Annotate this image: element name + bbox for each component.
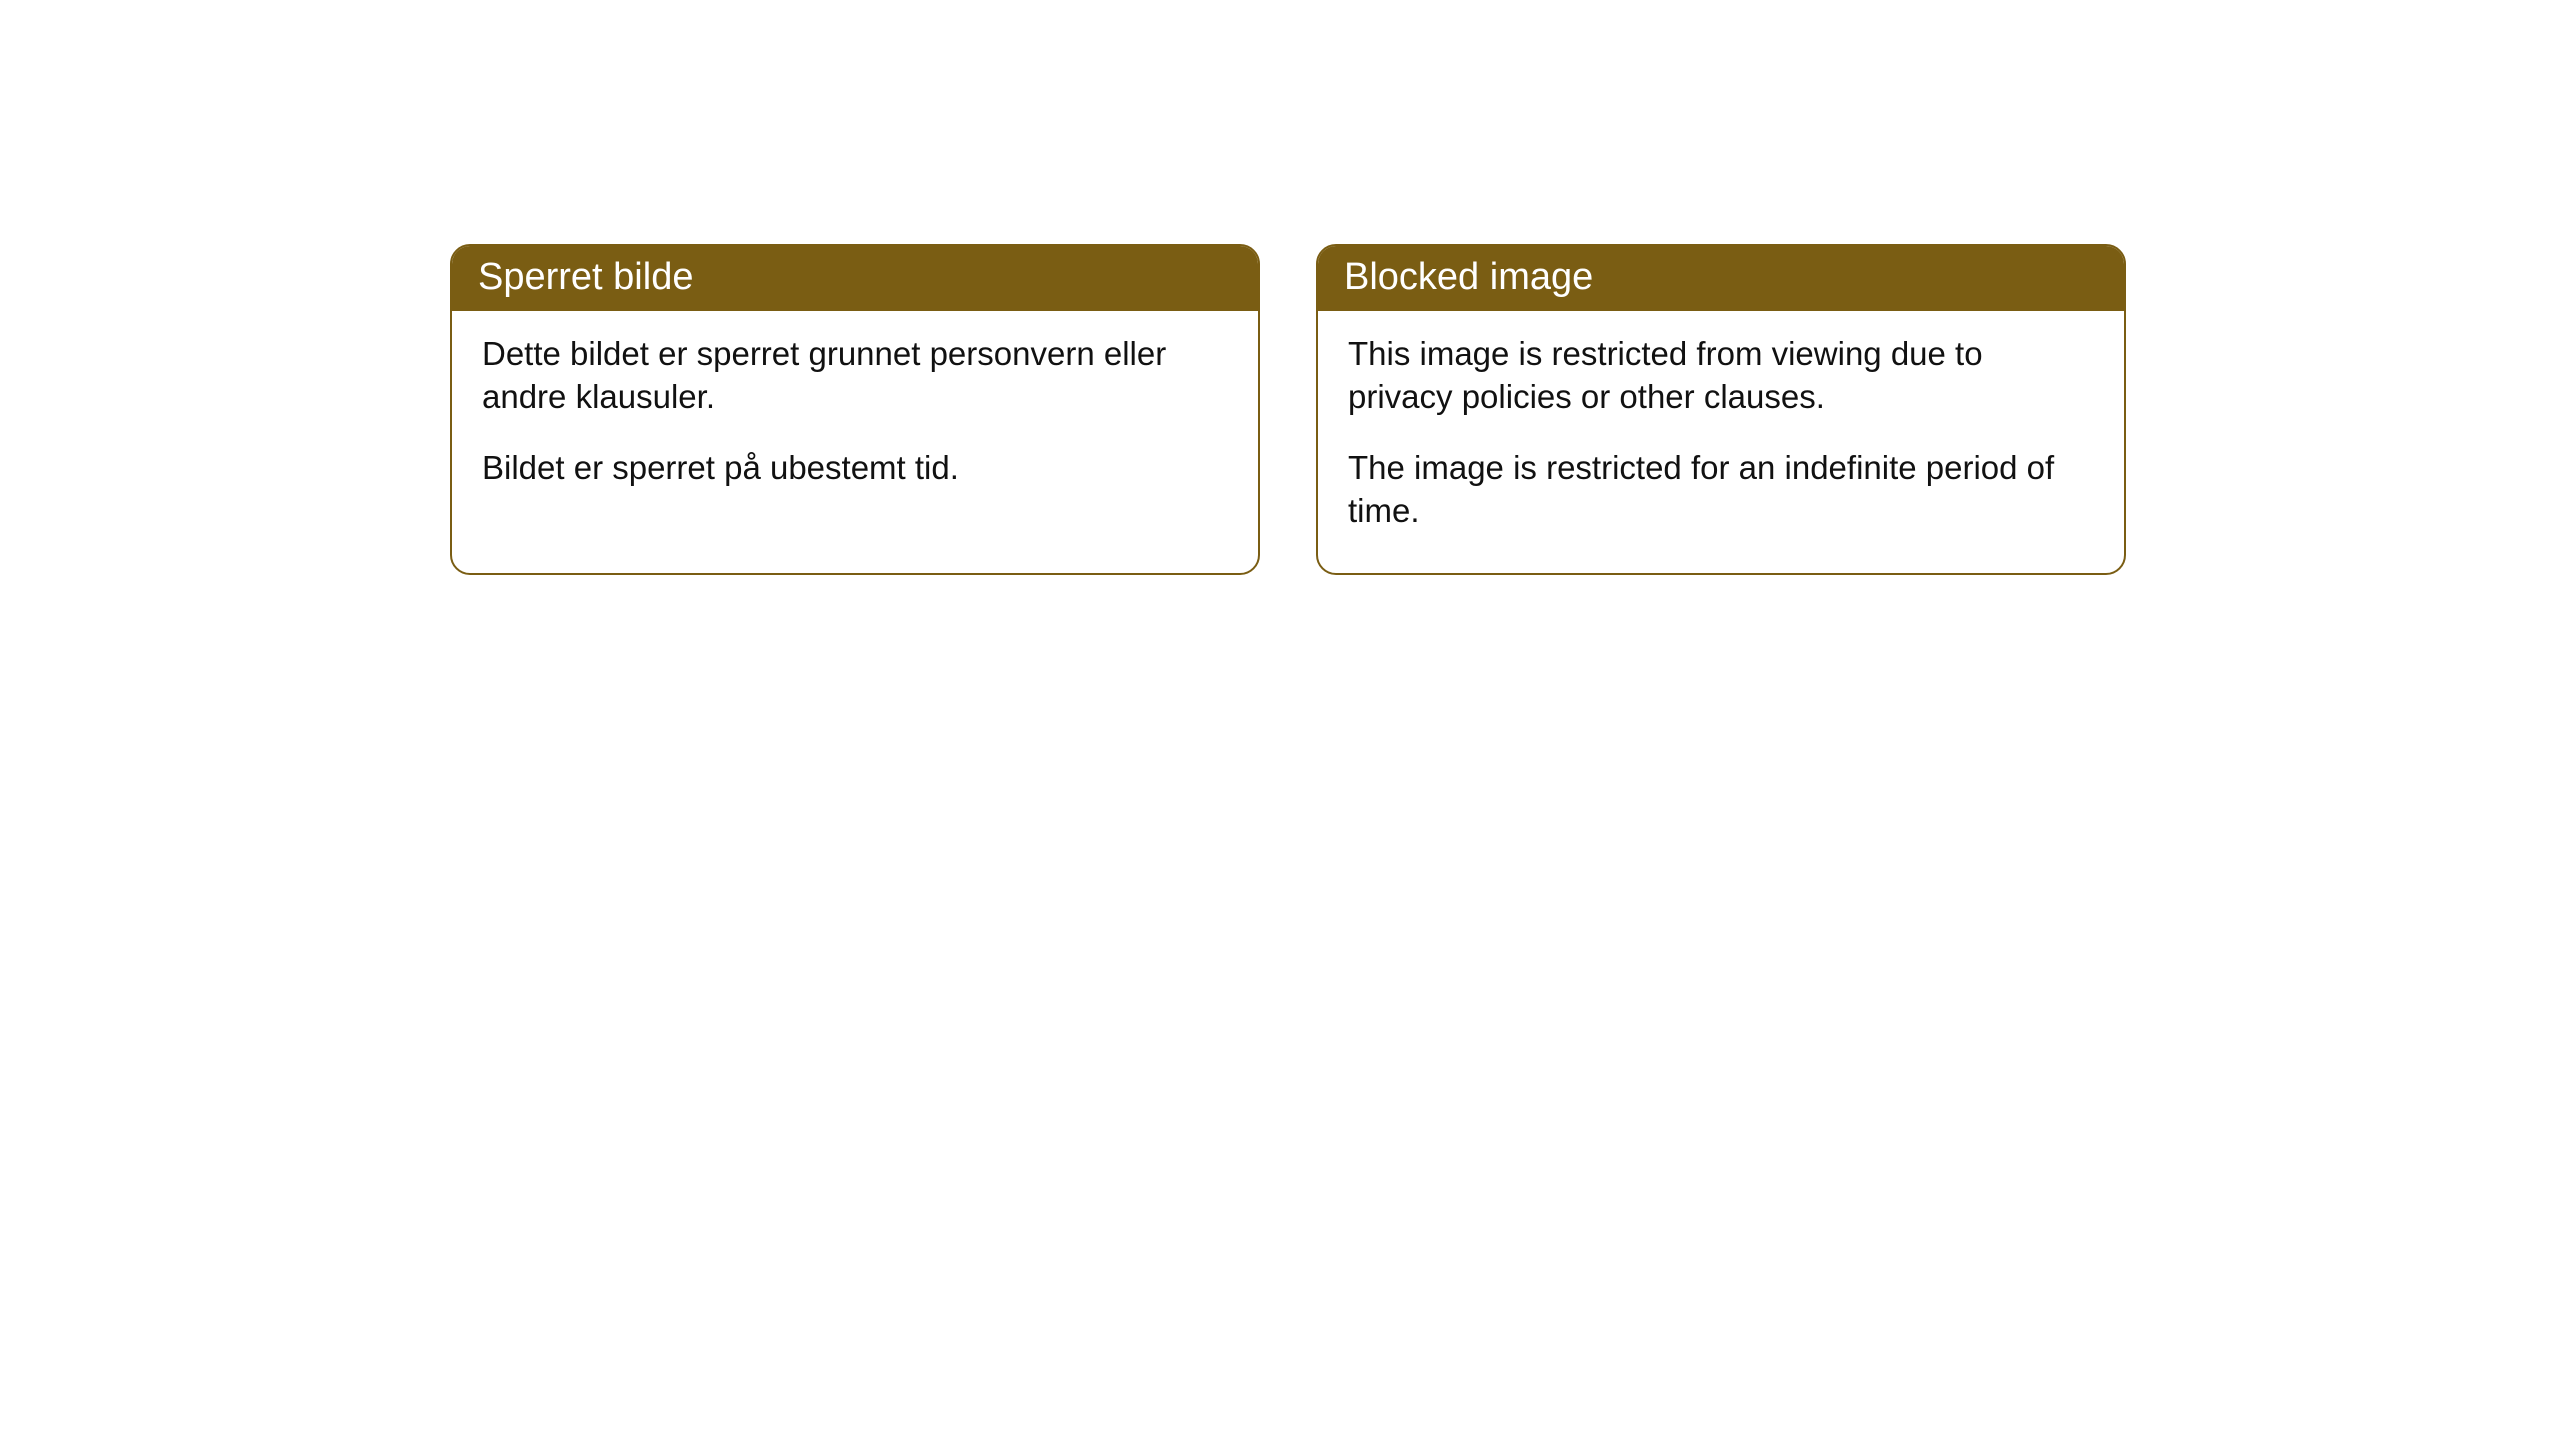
card-header: Sperret bilde [452, 246, 1258, 311]
card-body: Dette bildet er sperret grunnet personve… [452, 311, 1258, 530]
notice-card-norwegian: Sperret bilde Dette bildet er sperret gr… [450, 244, 1260, 575]
notice-text-2: Bildet er sperret på ubestemt tid. [482, 447, 1228, 490]
notice-text-1: This image is restricted from viewing du… [1348, 333, 2094, 419]
card-header: Blocked image [1318, 246, 2124, 311]
notice-text-1: Dette bildet er sperret grunnet personve… [482, 333, 1228, 419]
notice-card-english: Blocked image This image is restricted f… [1316, 244, 2126, 575]
notice-text-2: The image is restricted for an indefinit… [1348, 447, 2094, 533]
notice-cards-container: Sperret bilde Dette bildet er sperret gr… [0, 0, 2560, 575]
card-body: This image is restricted from viewing du… [1318, 311, 2124, 573]
